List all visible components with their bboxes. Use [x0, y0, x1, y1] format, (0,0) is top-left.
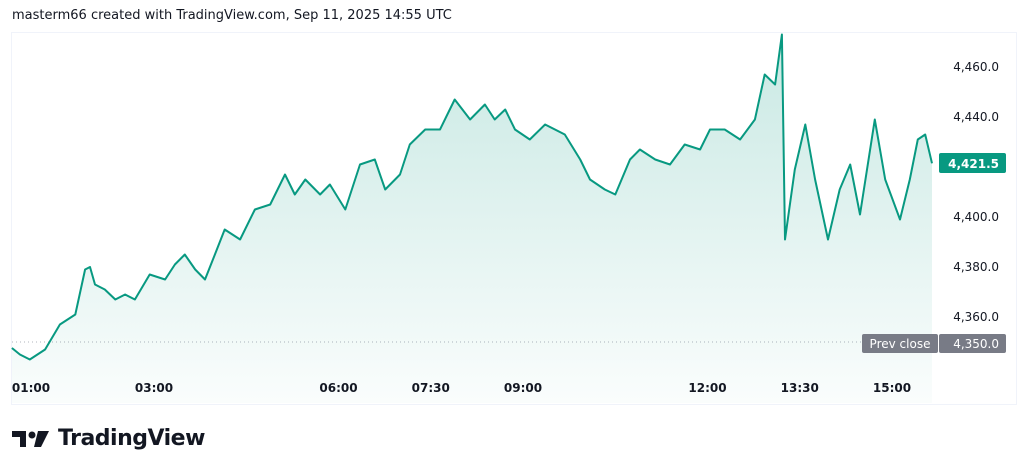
x-tick-label: 01:00	[12, 381, 50, 395]
chart-frame	[11, 32, 1017, 405]
price-line	[11, 33, 933, 361]
y-tick-label: 4,460.0	[953, 60, 999, 74]
x-tick-label: 15:00	[873, 381, 911, 395]
x-tick-label: 13:30	[781, 381, 819, 395]
tradingview-logo: TradingView	[12, 426, 205, 451]
y-tick-label: 4,380.0	[953, 260, 999, 274]
chart-caption: masterm66 created with TradingView.com, …	[12, 8, 452, 23]
last-price-value: 4,421.5	[948, 157, 999, 171]
prev-close-value: 4,350.0	[953, 337, 999, 351]
price-area-fill	[11, 34, 932, 403]
tradingview-logo-icon	[12, 430, 49, 447]
tradingview-logo-text: TradingView	[58, 426, 205, 451]
x-tick-label: 03:00	[135, 381, 173, 395]
y-tick-label: 4,440.0	[953, 110, 999, 124]
x-tick-label: 12:00	[688, 381, 726, 395]
y-tick-label: 4,400.0	[953, 210, 999, 224]
x-tick-label: 06:00	[319, 381, 357, 395]
x-tick-label: 07:30	[412, 381, 450, 395]
prev-close-label: Prev close	[870, 337, 931, 351]
y-tick-label: 4,360.0	[953, 310, 999, 324]
prev-close-badge: Prev close 4,350.0	[862, 334, 1006, 353]
x-tick-label: 09:00	[504, 381, 542, 395]
last-price-badge: 4,421.5	[939, 153, 1006, 173]
